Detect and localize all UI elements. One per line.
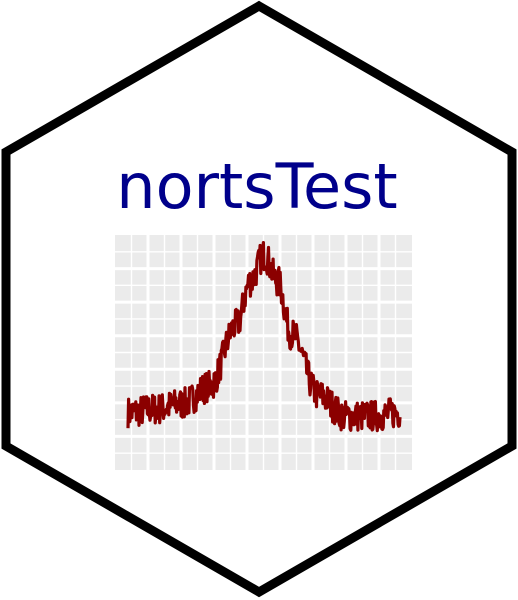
logo-title: nortsTest	[116, 150, 397, 223]
plot-grid	[115, 235, 412, 470]
plot-series	[126, 241, 402, 433]
plot-panel	[115, 235, 412, 470]
series-line	[126, 241, 402, 433]
